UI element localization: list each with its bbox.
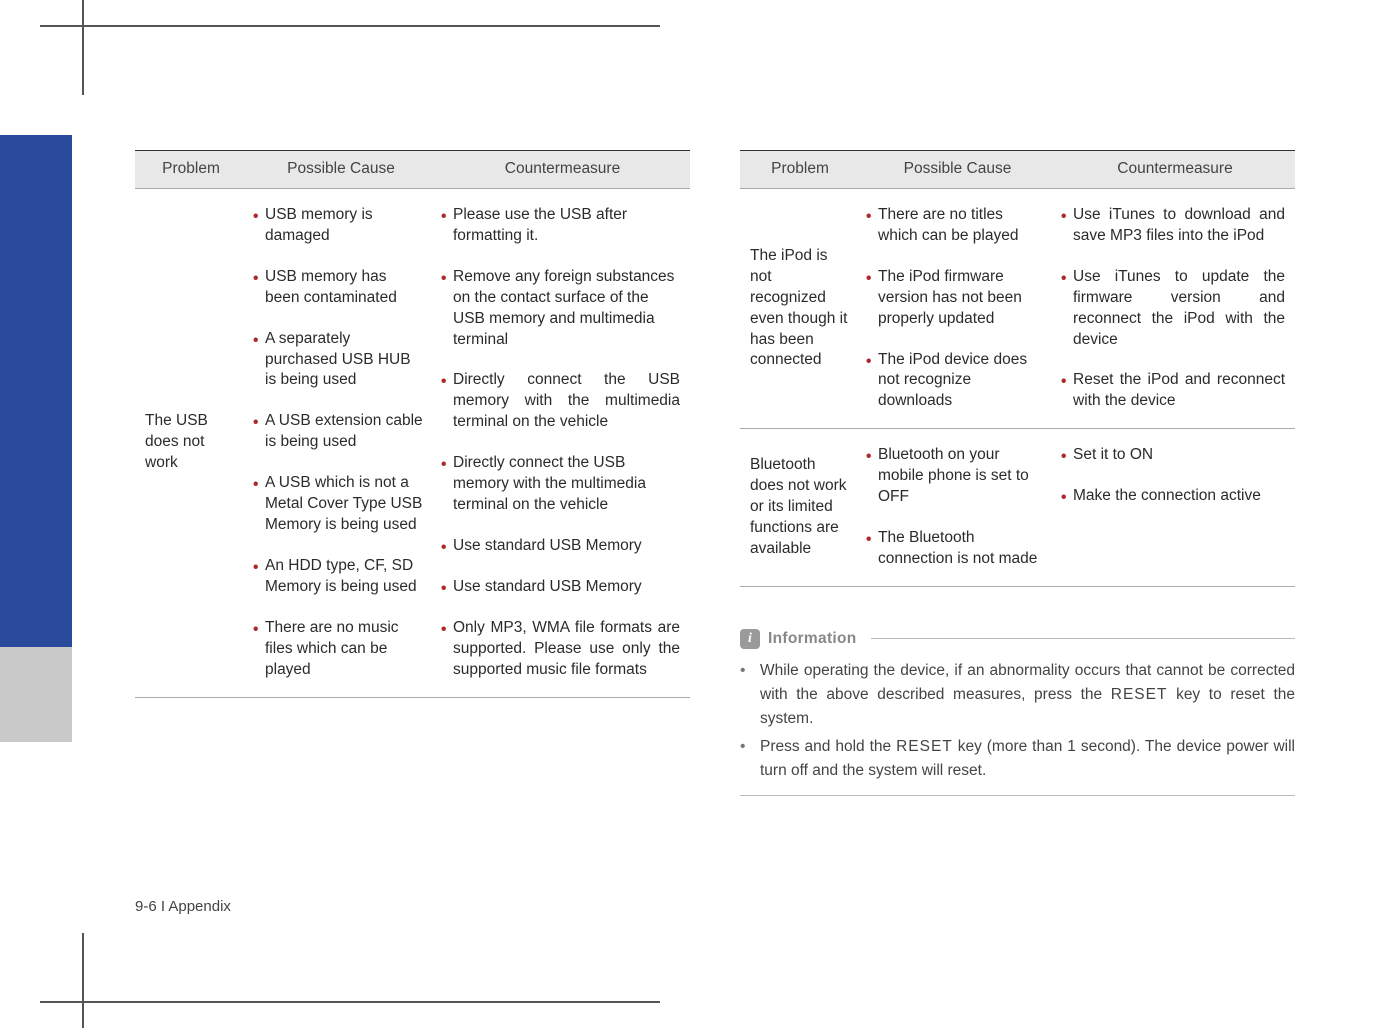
info-list: •While operating the device, if an abnor… bbox=[740, 659, 1295, 783]
troubleshoot-table-usb: Problem Possible Cause Countermeasure Th… bbox=[135, 150, 690, 698]
col-header-problem: Problem bbox=[135, 151, 247, 189]
counter-cell: •Use iTunes to download and save MP3 fil… bbox=[1055, 188, 1295, 428]
right-column: Problem Possible Cause Countermeasure Th… bbox=[740, 150, 1295, 796]
page-footer: 9-6 I Appendix bbox=[135, 898, 231, 915]
col-header-counter: Countermeasure bbox=[435, 151, 690, 189]
problem-cell: The USB does not work bbox=[135, 188, 247, 697]
info-title: Information bbox=[768, 627, 857, 651]
col-header-cause: Possible Cause bbox=[247, 151, 435, 189]
col-header-counter: Countermeasure bbox=[1055, 151, 1295, 189]
problem-cell: Bluetooth does not work or its limited f… bbox=[740, 429, 860, 587]
col-header-cause: Possible Cause bbox=[860, 151, 1055, 189]
reset-key-label: RESET bbox=[896, 738, 953, 755]
col-header-problem: Problem bbox=[740, 151, 860, 189]
side-tab-blue bbox=[0, 135, 72, 647]
crop-mark bbox=[40, 25, 660, 27]
crop-mark bbox=[82, 933, 84, 1028]
page-content: Problem Possible Cause Countermeasure Th… bbox=[135, 150, 1295, 796]
cause-cell: •There are no titles which can be played… bbox=[860, 188, 1055, 428]
info-item: •While operating the device, if an abnor… bbox=[740, 659, 1295, 731]
counter-cell: •Please use the USB after formatting it.… bbox=[435, 188, 690, 697]
problem-cell: The iPod is not recognized even though i… bbox=[740, 188, 860, 428]
info-icon: i bbox=[740, 629, 760, 649]
reset-key-label: RESET bbox=[1111, 686, 1168, 703]
info-item: •Press and hold the RESET key (more than… bbox=[740, 735, 1295, 783]
crop-mark bbox=[82, 0, 84, 95]
divider bbox=[740, 795, 1295, 796]
side-tab-gray bbox=[0, 647, 72, 742]
cause-cell: •Bluetooth on your mobile phone is set t… bbox=[860, 429, 1055, 587]
information-box: i Information •While operating the devic… bbox=[740, 627, 1295, 796]
troubleshoot-table-ipod-bt: Problem Possible Cause Countermeasure Th… bbox=[740, 150, 1295, 587]
divider bbox=[871, 638, 1295, 639]
left-column: Problem Possible Cause Countermeasure Th… bbox=[135, 150, 690, 796]
crop-mark bbox=[40, 1001, 660, 1003]
counter-cell: •Set it to ON•Make the connection active bbox=[1055, 429, 1295, 587]
cause-cell: •USB memory is damaged•USB memory has be… bbox=[247, 188, 435, 697]
